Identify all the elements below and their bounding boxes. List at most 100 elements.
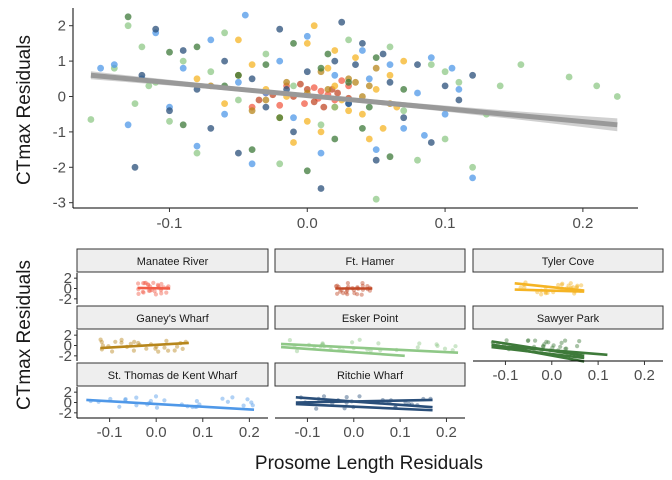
main-point-s4-3 — [138, 43, 146, 51]
facet-y-tick-label-0-2: 2 — [64, 270, 72, 287]
main-y-tick-label-2: -1 — [53, 124, 66, 141]
main-point-s5-3 — [193, 43, 201, 51]
facet-point-6-12 — [250, 403, 255, 408]
main-point-s1-1 — [310, 98, 318, 106]
facet-point-2-18 — [559, 282, 564, 287]
main-point-s5-16 — [400, 86, 408, 93]
facet-point-0-16 — [153, 292, 158, 297]
facet-x-axis-label: Prosome Length Residuals — [255, 453, 483, 474]
main-y-axis-label: CTmax Residuals — [14, 35, 35, 185]
facet-x-tick-label-7-2: 0.1 — [390, 424, 411, 441]
facet-point-3-10 — [175, 344, 180, 349]
facet-point-5-17 — [577, 339, 582, 344]
main-point-s4-15 — [372, 195, 380, 203]
facet-point-4-21 — [442, 346, 448, 351]
facet-point-4-3 — [434, 342, 439, 347]
main-point-s7-1 — [138, 71, 146, 79]
main-point-s6-6 — [193, 142, 201, 150]
main-point-s7-22 — [414, 61, 421, 68]
main-point-s4-0 — [87, 116, 95, 123]
facet-point-1-5 — [360, 281, 365, 286]
main-point-s2-12 — [379, 124, 387, 132]
main-point-s7-20 — [386, 78, 394, 86]
main-point-s6-30 — [221, 110, 229, 118]
main-point-s2-17 — [324, 64, 332, 72]
main-point-s0-10 — [317, 87, 325, 95]
facet-strip-2 — [472, 248, 664, 273]
main-point-s7-21 — [400, 114, 408, 122]
main-point-s4-12 — [290, 82, 297, 90]
facet-point-3-11 — [132, 339, 137, 344]
facet-point-4-12 — [357, 337, 362, 342]
facet-line-3-0 — [100, 341, 189, 350]
facet-point-6-5 — [220, 396, 225, 401]
main-point-s6-20 — [386, 61, 394, 68]
main-point-s7-3 — [166, 107, 173, 115]
main-point-s3-3 — [283, 78, 290, 86]
main-point-s5-11 — [331, 135, 339, 143]
facet-point-4-16 — [453, 344, 458, 349]
main-point-s2-0 — [193, 75, 201, 83]
main-point-s7-12 — [290, 128, 297, 136]
facet-point-3-21 — [119, 340, 124, 345]
main-point-s5-6 — [262, 61, 270, 68]
facet-point-4-27 — [294, 349, 300, 354]
facet-point-3-5 — [166, 348, 171, 353]
facet-point-2-15 — [575, 283, 580, 288]
main-point-s3-11 — [324, 86, 332, 93]
facet-point-2-10 — [560, 281, 565, 286]
facet-point-2-2 — [539, 292, 544, 297]
main-x-tick-label-0: -0.1 — [157, 215, 183, 232]
main-point-s6-29 — [421, 132, 428, 139]
facet-y-axis-label: CTmax Residuals — [14, 260, 35, 410]
facet-point-1-9 — [360, 283, 365, 288]
facet-point-6-27 — [123, 397, 128, 402]
facet-y-tick-label-0-0: -2 — [59, 291, 72, 308]
facet-panel-6: St. Thomas de Kent Wharf -202 -0.1 0.0 0.1 0.… — [59, 362, 269, 441]
main-point-s3-9 — [372, 64, 380, 72]
main-point-s6-10 — [248, 160, 256, 168]
main-point-s7-23 — [427, 139, 435, 146]
facet-point-6-22 — [148, 398, 153, 404]
facet-point-5-14 — [559, 340, 564, 345]
main-point-s3-14 — [365, 82, 373, 90]
facet-y-tick-label-3-1: 0 — [64, 338, 72, 355]
facet-point-5-0 — [526, 338, 531, 343]
facet-point-0-9 — [140, 289, 145, 294]
facet-point-3-0 — [162, 345, 167, 350]
main-point-s4-2 — [131, 100, 139, 107]
main-point-s6-25 — [455, 86, 463, 93]
facet-point-4-24 — [350, 340, 355, 345]
facet-line-2-1 — [514, 288, 585, 293]
main-x-tick-label-2: 0.1 — [435, 215, 456, 232]
facet-point-1-0 — [335, 283, 340, 288]
facet-x-tick-label-6-2: 0.1 — [192, 424, 213, 441]
facet-strip-label-3: Ganey's Wharf — [136, 313, 209, 325]
facet-point-6-25 — [162, 398, 167, 403]
facet-line-4-1 — [280, 345, 405, 358]
facet-point-5-18 — [550, 345, 555, 350]
main-point-s1-6 — [297, 80, 304, 88]
facet-point-1-26 — [352, 291, 357, 296]
facet-point-0-19 — [141, 281, 146, 286]
facet-point-3-18 — [98, 337, 103, 342]
facet-y-tick-label-6-2: 2 — [64, 384, 72, 401]
facet-point-5-16 — [544, 339, 549, 344]
facet-strip-label-5: Sawyer Park — [537, 313, 600, 325]
main-point-s5-12 — [345, 78, 352, 86]
facet-strip-label-4: Esker Point — [342, 313, 398, 325]
main-point-s4-5 — [166, 117, 173, 125]
facet-panel-1: Ft. Hamer — [274, 248, 466, 297]
main-y-tick-label-4: 1 — [58, 53, 66, 70]
main-point-s2-5 — [310, 22, 318, 30]
facet-x-tick-label-5-2: 0.1 — [588, 367, 609, 384]
main-point-s4-9 — [235, 96, 242, 104]
facet-point-2-16 — [566, 283, 571, 288]
main-point-s7-14 — [317, 185, 325, 192]
facet-point-0-7 — [136, 281, 141, 286]
facet-x-tick-label-7-1: 0.0 — [343, 424, 364, 441]
facet-strip-4 — [274, 305, 466, 330]
facet-point-5-27 — [504, 338, 509, 343]
facet-strip-label-0: Manatee River — [137, 256, 209, 268]
